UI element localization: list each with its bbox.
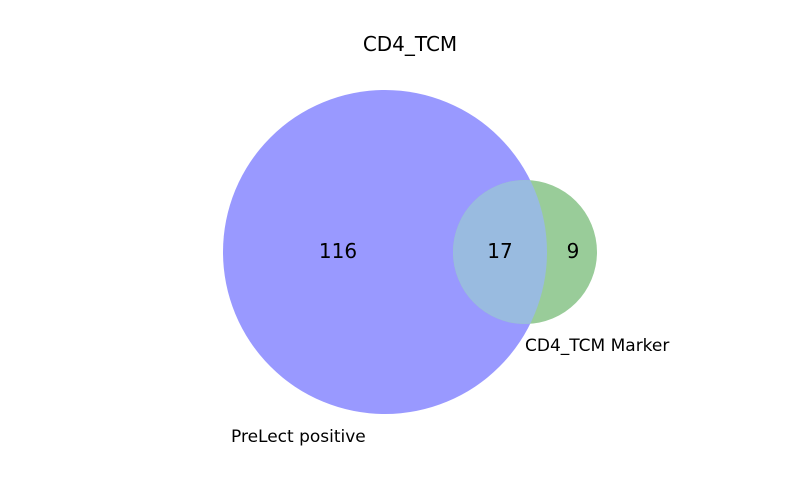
set-circle-prelect-positive bbox=[223, 90, 547, 414]
venn-title: CD4_TCM bbox=[363, 32, 457, 56]
set-a-only-count: 116 bbox=[319, 239, 357, 263]
set-b-only-count: 9 bbox=[567, 239, 580, 263]
intersection-count: 17 bbox=[487, 239, 512, 263]
set-label-cd4-tcm-marker: CD4_TCM Marker bbox=[525, 336, 669, 356]
intersection-region bbox=[453, 180, 547, 324]
set-label-prelect-positive: PreLect positive bbox=[231, 427, 366, 447]
